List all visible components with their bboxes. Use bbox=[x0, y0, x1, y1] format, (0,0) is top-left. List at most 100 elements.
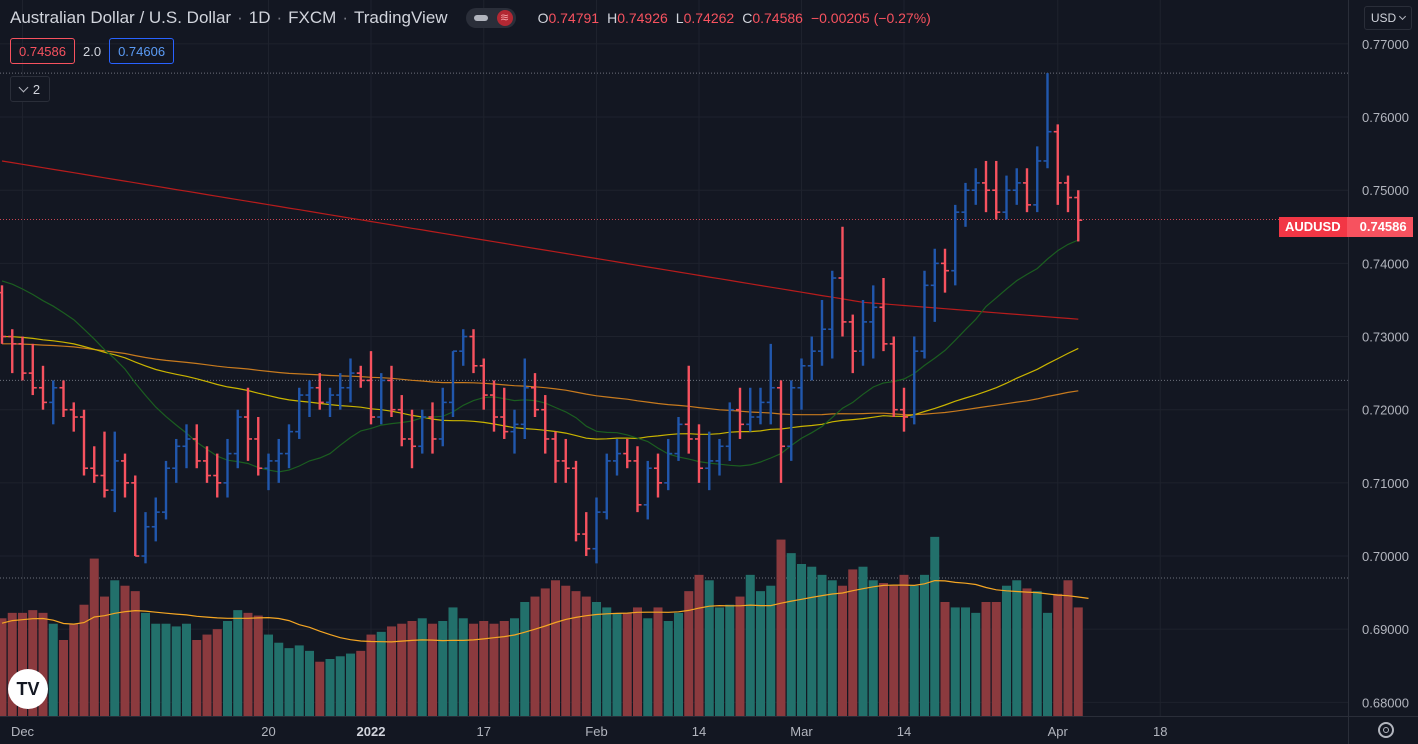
volume-bar bbox=[510, 618, 519, 716]
volume-bar bbox=[48, 623, 58, 716]
price-axis-tick-label: 0.72000 bbox=[1362, 403, 1409, 418]
volume-bar bbox=[797, 564, 806, 716]
volume-bar bbox=[725, 604, 735, 716]
ohlc-bar bbox=[490, 380, 498, 432]
ohlc-bar bbox=[500, 387, 509, 439]
price-axis-tick-label: 0.69000 bbox=[1362, 622, 1409, 637]
volume-bar bbox=[827, 580, 837, 716]
ohlc-bar bbox=[1074, 190, 1083, 242]
volume-bar bbox=[848, 569, 858, 716]
volume-bar bbox=[981, 602, 991, 716]
volume-bar bbox=[930, 536, 940, 716]
time-axis: Dec 20 2022 17 Feb 14 Mar 14 Apr 18 bbox=[0, 716, 1418, 739]
ohlc-bar bbox=[633, 446, 642, 513]
volume-bar bbox=[612, 612, 622, 716]
price-axis-tick-label: 0.75000 bbox=[1362, 183, 1409, 198]
volume-bar bbox=[202, 634, 212, 716]
currency-menu-button[interactable]: USD bbox=[1364, 6, 1412, 30]
tradingview-logo[interactable]: TV bbox=[8, 669, 48, 709]
volume-bar bbox=[499, 621, 509, 716]
ohlc-bar bbox=[408, 409, 416, 469]
ohlc-bar bbox=[151, 497, 160, 542]
volume-bar bbox=[1012, 580, 1022, 716]
volume-bar bbox=[315, 661, 325, 716]
volume-bar bbox=[920, 574, 929, 716]
volume-bar bbox=[130, 591, 140, 716]
ohlc-bar bbox=[418, 409, 427, 454]
ohlc-bar bbox=[356, 365, 365, 388]
volume-bar bbox=[38, 612, 48, 716]
ohlc-bar bbox=[582, 512, 591, 557]
price-axis: 0.77000 0.76000 0.75000 0.74000 0.73000 0.720… bbox=[1348, 0, 1409, 744]
ohlc-bar bbox=[777, 380, 785, 483]
spread-value: 2.0 bbox=[83, 43, 102, 59]
volume-bar bbox=[469, 623, 478, 716]
time-axis-tick-label: Mar bbox=[790, 724, 813, 739]
volume-bar bbox=[602, 607, 612, 716]
grid bbox=[0, 0, 1348, 716]
volume-bar bbox=[0, 618, 7, 716]
buy-button[interactable]: 0.74606 bbox=[109, 38, 175, 64]
volume-bar bbox=[745, 574, 755, 716]
legend-actions-pill[interactable]: ≋ bbox=[465, 8, 516, 28]
ohlc-bar bbox=[797, 358, 806, 410]
ohlc-bar bbox=[920, 270, 929, 359]
sell-button[interactable]: 0.74586 bbox=[10, 38, 75, 64]
ohlc-bar bbox=[869, 285, 878, 359]
ohlc-bar bbox=[623, 438, 632, 469]
ohlc-bar bbox=[848, 314, 857, 374]
ohlc-bar bbox=[121, 453, 129, 498]
interval-label[interactable]: 1D bbox=[248, 8, 271, 27]
ohlc-bar bbox=[561, 438, 570, 483]
volume-bar bbox=[581, 596, 591, 716]
ohlc-bar bbox=[100, 431, 109, 498]
volume-bar bbox=[192, 640, 202, 716]
ohlc-bar bbox=[295, 387, 304, 439]
volume-bar bbox=[592, 602, 601, 716]
volume-bar bbox=[294, 645, 304, 716]
volume-bar bbox=[325, 659, 335, 716]
time-axis-tick-label: Feb bbox=[585, 724, 607, 739]
time-axis-tick-label: 17 bbox=[477, 724, 491, 739]
volume-bar bbox=[458, 618, 468, 716]
ohlc-bar bbox=[982, 160, 990, 213]
ohlc-bar bbox=[766, 343, 775, 425]
high-value: 0.74926 bbox=[617, 10, 668, 26]
volume-bar bbox=[223, 621, 232, 716]
ohlc-bar bbox=[674, 417, 683, 461]
volume-bar bbox=[899, 574, 909, 716]
symbol-title[interactable]: Australian Dollar / U.S. Dollar bbox=[10, 8, 232, 27]
volume-bar bbox=[233, 610, 243, 716]
indicators-toggle-button[interactable]: 2 bbox=[10, 76, 50, 102]
volume-bar bbox=[335, 656, 345, 716]
ohlc-bar bbox=[428, 402, 437, 454]
price-axis-tick-label: 0.76000 bbox=[1362, 110, 1409, 125]
ohlc-bar bbox=[1043, 73, 1052, 169]
ohlc-bar bbox=[705, 431, 714, 491]
ohlc-bar bbox=[367, 351, 375, 425]
exchange-label: FXCM bbox=[288, 8, 337, 27]
indicators-count: 2 bbox=[32, 81, 41, 97]
volume-bar bbox=[735, 596, 745, 716]
ohlc-bar bbox=[244, 387, 252, 461]
ohlc-bar bbox=[992, 160, 1001, 220]
volume-bar bbox=[704, 580, 714, 716]
eye-icon[interactable] bbox=[473, 15, 488, 21]
gear-icon[interactable] bbox=[1378, 722, 1394, 738]
ohlc-bar bbox=[930, 248, 939, 322]
ohlc-bar bbox=[746, 387, 755, 432]
ohlc-bar bbox=[49, 380, 58, 425]
source-label: TradingView bbox=[354, 8, 448, 27]
volume-bar bbox=[417, 618, 427, 716]
volume-bar bbox=[110, 580, 120, 716]
volume-bar bbox=[684, 591, 694, 716]
price-axis-tick-label: 0.68000 bbox=[1362, 695, 1409, 710]
ohlc-bar bbox=[695, 424, 703, 483]
ohlc-bar bbox=[274, 438, 283, 483]
wave-icon[interactable]: ≋ bbox=[496, 10, 513, 26]
volume-bar bbox=[120, 585, 130, 716]
volume-bar bbox=[161, 623, 171, 716]
volume-bar bbox=[284, 648, 294, 716]
volume-bar bbox=[786, 553, 796, 716]
